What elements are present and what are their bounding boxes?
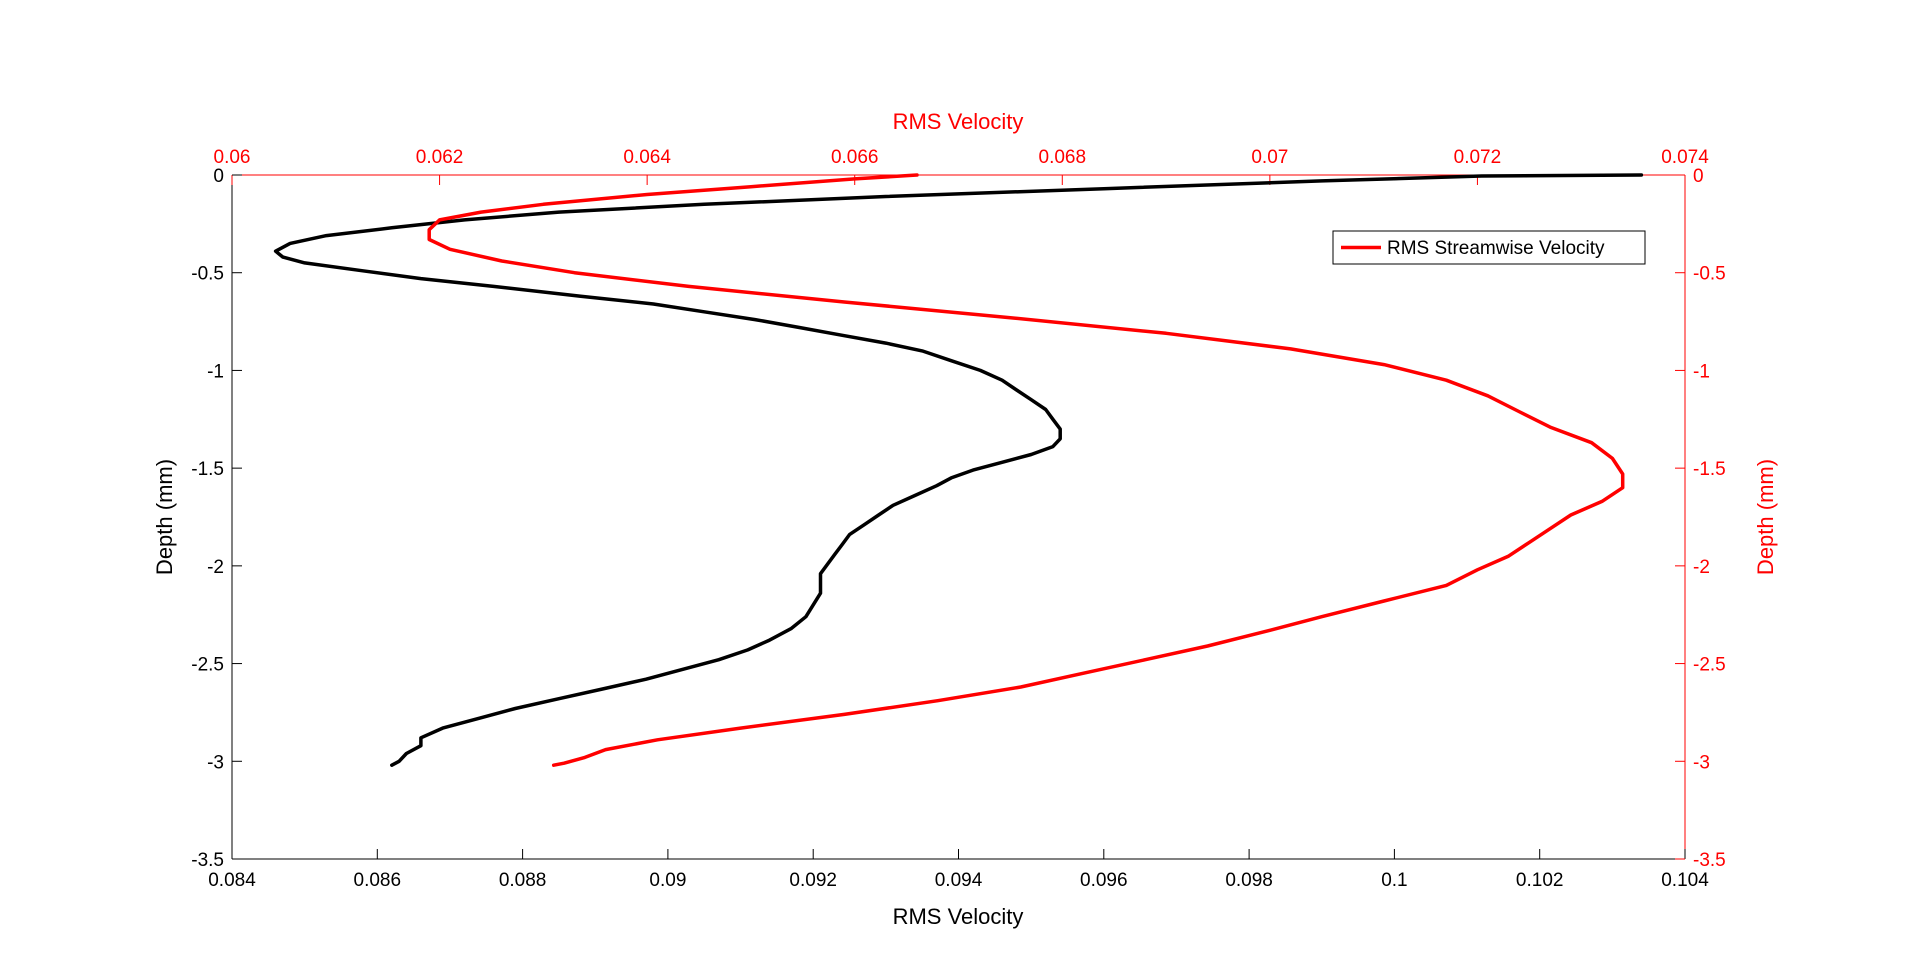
- series-line-1: [427, 173, 1625, 767]
- series-layer: [273, 173, 1644, 767]
- top-tick-label: 0.066: [831, 147, 879, 168]
- top-tick-label: 0.064: [623, 147, 671, 168]
- left-tick-label: -1: [207, 361, 224, 382]
- top-tick-label: 0.07: [1251, 147, 1288, 168]
- bottom-tick-label: 0.084: [208, 870, 256, 891]
- top-tick-label: 0.062: [416, 147, 464, 168]
- legend-entry: RMS Streamwise Velocity: [1387, 238, 1605, 259]
- top-tick-label: 0.074: [1661, 147, 1709, 168]
- right-tick-label: -3.5: [1693, 850, 1726, 871]
- left-tick-label: -2: [207, 557, 224, 578]
- left-tick-label: -3.5: [191, 850, 224, 871]
- bottom-tick-label: 0.098: [1225, 870, 1273, 891]
- top-tick-label: 0.068: [1039, 147, 1087, 168]
- left-tick-label: -0.5: [191, 264, 224, 285]
- bottom-tick-label: 0.104: [1661, 870, 1709, 891]
- left-tick-label: -3: [207, 752, 224, 773]
- bottom-tick-label: 0.102: [1516, 870, 1564, 891]
- right-tick-label: -2: [1693, 557, 1710, 578]
- left-axis-ticks: 0 -0.5 -1 -1.5 -2 -2.5 -3 -3.5: [191, 166, 242, 871]
- bottom-tick-label: 0.1: [1381, 870, 1407, 891]
- left-tick-label: -1.5: [191, 459, 224, 480]
- right-tick-label: -1: [1693, 361, 1710, 382]
- right-tick-label: -1.5: [1693, 459, 1726, 480]
- plot-area: [232, 175, 1685, 859]
- right-axis-ticks: 0 -0.5 -1 -1.5 -2 -2.5 -3 -3.5: [1675, 166, 1726, 871]
- legend-box: [1332, 230, 1646, 265]
- bottom-tick-label: 0.094: [935, 870, 983, 891]
- legend: RMS Streamwise Velocity: [1332, 230, 1646, 265]
- left-axis-title: Depth (mm): [152, 459, 177, 575]
- left-tick-label: 0: [213, 166, 224, 187]
- bottom-tick-label: 0.09: [649, 870, 686, 891]
- right-axis-title: Depth (mm): [1753, 459, 1778, 575]
- top-tick-label: 0.072: [1454, 147, 1502, 168]
- left-tick-label: -2.5: [191, 655, 224, 676]
- bottom-tick-label: 0.096: [1080, 870, 1128, 891]
- right-tick-label: 0: [1693, 166, 1704, 187]
- right-tick-label: -2.5: [1693, 655, 1726, 676]
- bottom-tick-label: 0.086: [354, 870, 402, 891]
- series-line-0: [273, 173, 1644, 767]
- bottom-tick-label: 0.088: [499, 870, 547, 891]
- bottom-axis-title: RMS Velocity: [893, 904, 1024, 929]
- bottom-axis-ticks: 0.084 0.086 0.088 0.09 0.092 0.094 0.096 0.098 0…: [208, 849, 1709, 891]
- top-axis-title: RMS Velocity: [893, 109, 1024, 134]
- right-tick-label: -0.5: [1693, 264, 1726, 285]
- bottom-tick-label: 0.092: [789, 870, 837, 891]
- right-tick-label: -3: [1693, 752, 1710, 773]
- top-tick-label: 0.06: [214, 147, 251, 168]
- top-axis-ticks: 0.06 0.062 0.064 0.066 0.068 0.07 0.072 0.074: [214, 147, 1709, 185]
